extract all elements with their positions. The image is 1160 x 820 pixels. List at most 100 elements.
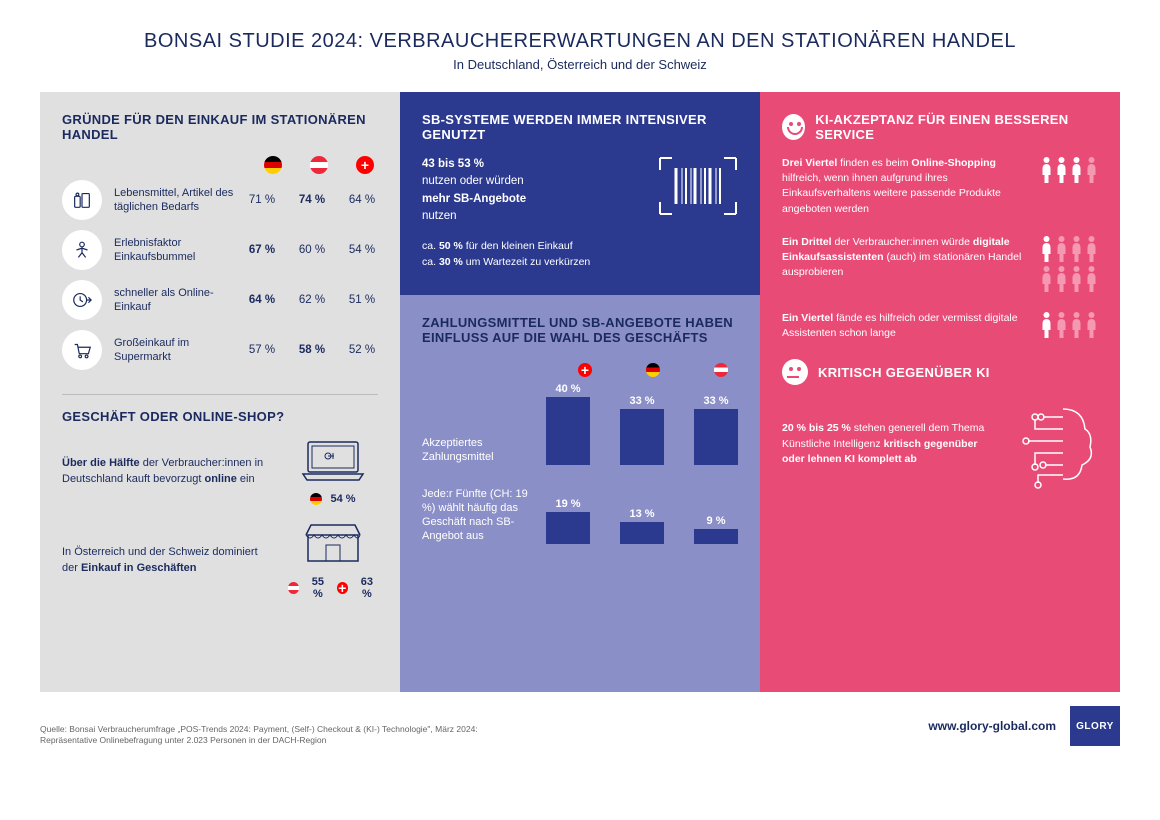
pct-value: 64 %	[246, 294, 278, 306]
person-icon	[1070, 156, 1083, 184]
bar-value: 19 %	[555, 498, 580, 510]
middle-panel: SB-SYSTEME WERDEN IMMER INTENSIVER GENUT…	[400, 92, 760, 692]
bar-col: 33 %	[694, 395, 738, 465]
row-label: Erlebnisfaktor Einkaufsbummel	[114, 236, 234, 265]
person-icon	[1055, 311, 1068, 339]
reason-row: Erlebnisfaktor Einkaufsbummel 67 % 60 % 54 …	[62, 230, 378, 270]
bar	[546, 397, 590, 465]
footer-url: www.glory-global.com	[928, 719, 1056, 733]
row-icon	[62, 180, 102, 220]
neutral-icon	[782, 359, 808, 385]
glory-logo: GLORY	[1070, 706, 1120, 746]
people-group	[1040, 311, 1098, 339]
divider	[62, 394, 378, 395]
flag-header	[62, 156, 378, 174]
sb-title: SB-SYSTEME WERDEN IMMER INTENSIVER GENUT…	[422, 112, 738, 142]
bar-value: 13 %	[629, 508, 654, 520]
sb-main-text: 43 bis 53 %nutzen oder würdenmehr SB-Ang…	[422, 156, 640, 225]
person-icon	[1070, 311, 1083, 339]
person-icon	[1055, 235, 1068, 263]
bar-row: Akzeptiertes Zahlungsmittel 40 % 33 % 33 %	[422, 383, 738, 465]
shop-de-text: Über die Hälfte der Verbraucher:innen in…	[62, 456, 268, 487]
shop-de-pct: 54 %	[330, 493, 355, 505]
left-panel: GRÜNDE FÜR DEN EINKAUF IM STATIONÄREN HA…	[40, 92, 400, 692]
bar	[694, 529, 738, 544]
pct-value: 64 %	[346, 194, 378, 206]
reasons-title: GRÜNDE FÜR DEN EINKAUF IM STATIONÄREN HA…	[62, 112, 378, 142]
person-icon	[1085, 311, 1098, 339]
reason-row: schneller als Online-Einkauf 64 % 62 % 51 %	[62, 280, 378, 320]
row-label: Lebensmittel, Artikel des täglichen Beda…	[114, 186, 234, 215]
ki-item: Ein Viertel fände es hilfreich oder verm…	[782, 311, 1098, 341]
ki-item: Ein Drittel der Verbraucher:innen würde …	[782, 235, 1098, 293]
page-title: BONSAI STUDIE 2024: VERBRAUCHERERWARTUNG…	[40, 30, 1120, 53]
bar-col: 33 %	[620, 395, 664, 465]
row-label: schneller als Online-Einkauf	[114, 286, 234, 315]
sb-sub2: ca. 30 % um Wartezeit zu verkürzen	[422, 255, 640, 271]
bar	[694, 409, 738, 465]
ki-critical-text: 20 % bis 25 % stehen generell dem Thema …	[782, 421, 990, 467]
bar-group-label: Akzeptiertes Zahlungsmittel	[422, 436, 532, 465]
row-icon	[62, 280, 102, 320]
person-icon	[1085, 156, 1098, 184]
bar-col: 40 %	[546, 383, 590, 465]
ki-item-text: Ein Viertel fände es hilfreich oder verm…	[782, 311, 1026, 341]
ki-item-text: Ein Drittel der Verbraucher:innen würde …	[782, 235, 1026, 281]
shop-title: GESCHÄFT ODER ONLINE-SHOP?	[62, 409, 378, 424]
pct-value: 51 %	[346, 294, 378, 306]
person-icon	[1055, 156, 1068, 184]
flag-ch-icon	[578, 363, 592, 377]
footer: Quelle: Bonsai Verbraucherumfrage „POS-T…	[40, 706, 1120, 746]
ki-critical-title: KRITISCH GEGENÜBER KI	[818, 365, 990, 380]
laptop-icon: 54 %	[288, 438, 378, 505]
flag-at-icon	[310, 156, 328, 174]
bar-group-label: Jede:r Fünfte (CH: 19 %) wählt häufig da…	[422, 487, 532, 544]
person-icon	[1040, 311, 1053, 339]
bar	[546, 512, 590, 544]
barcode-icon	[658, 156, 738, 216]
flag-at-icon	[714, 363, 728, 377]
shop-ch-pct: 63 %	[356, 576, 378, 600]
payment-title: ZAHLUNGSMITTEL UND SB-ANGEBOTE HABEN EIN…	[422, 315, 738, 345]
bar-value: 40 %	[555, 383, 580, 395]
pct-value: 62 %	[296, 294, 328, 306]
person-icon	[1040, 265, 1053, 293]
pct-value: 67 %	[246, 244, 278, 256]
pct-value: 60 %	[296, 244, 328, 256]
pct-value: 52 %	[346, 344, 378, 356]
person-icon	[1085, 235, 1098, 263]
source-text: Quelle: Bonsai Verbraucherumfrage „POS-T…	[40, 724, 478, 746]
brain-circuit-icon	[1008, 399, 1098, 489]
person-icon	[1040, 156, 1053, 184]
person-icon	[1070, 235, 1083, 263]
sb-sub1: ca. 50 % für den kleinen Einkauf	[422, 239, 640, 255]
row-icon	[62, 330, 102, 370]
pct-value: 58 %	[296, 344, 328, 356]
row-icon	[62, 230, 102, 270]
row-label: Großeinkauf im Supermarkt	[114, 336, 234, 365]
person-icon	[1055, 265, 1068, 293]
reason-row: Lebensmittel, Artikel des täglichen Beda…	[62, 180, 378, 220]
header: BONSAI STUDIE 2024: VERBRAUCHERERWARTUNG…	[40, 30, 1120, 72]
bar	[620, 409, 664, 465]
bar-row: Jede:r Fünfte (CH: 19 %) wählt häufig da…	[422, 487, 738, 544]
store-icon: 55 % 63 %	[288, 521, 378, 600]
bar-col: 9 %	[694, 515, 738, 544]
ki-item: Drei Viertel finden es beim Online-Shopp…	[782, 156, 1098, 217]
smiley-icon	[782, 114, 805, 140]
pct-value: 71 %	[246, 194, 278, 206]
pct-value: 54 %	[346, 244, 378, 256]
shop-atch-text: In Österreich und der Schweiz dominiert …	[62, 545, 268, 576]
reason-row: Großeinkauf im Supermarkt57 %58 %52 %	[62, 330, 378, 370]
people-group	[1040, 156, 1098, 184]
page-subtitle: In Deutschland, Österreich und der Schwe…	[40, 57, 1120, 72]
pct-value: 74 %	[296, 194, 328, 206]
shop-at-pct: 55 %	[307, 576, 329, 600]
flag-ch-icon	[356, 156, 374, 174]
flag-de-icon	[646, 363, 660, 377]
ki-item-text: Drei Viertel finden es beim Online-Shopp…	[782, 156, 1026, 217]
person-icon	[1040, 235, 1053, 263]
bar-value: 33 %	[629, 395, 654, 407]
bar-col: 19 %	[546, 498, 590, 544]
bar-value: 9 %	[707, 515, 726, 527]
